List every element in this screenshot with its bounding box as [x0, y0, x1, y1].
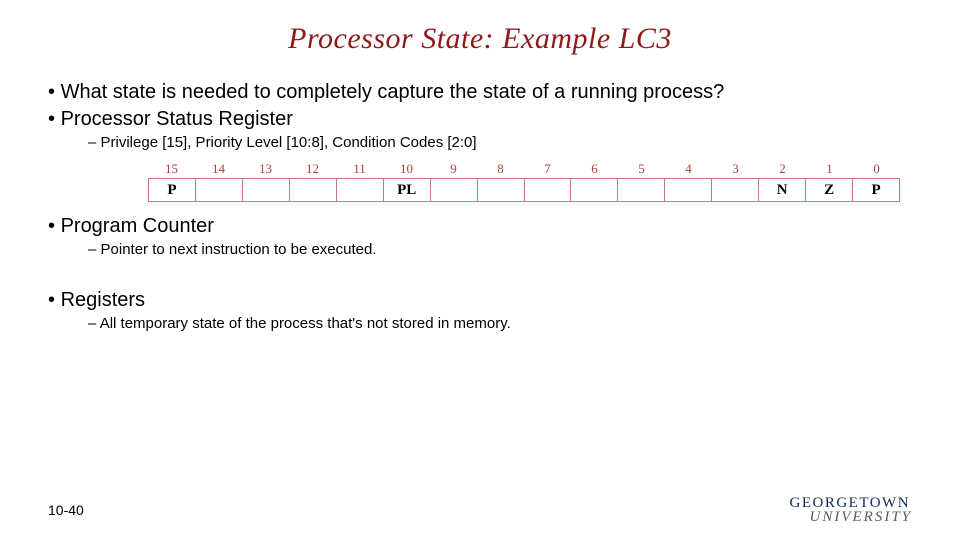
bit-number: 6 [571, 161, 618, 178]
bit-number: 0 [853, 161, 900, 178]
bit-cell: P [149, 179, 196, 201]
bit-cell: PL [384, 179, 431, 201]
bullet-question: What state is needed to completely captu… [64, 80, 912, 105]
bullet-list: What state is needed to completely captu… [48, 80, 912, 334]
bit-cell [431, 179, 478, 201]
bit-number: 11 [336, 161, 383, 178]
bit-cell [525, 179, 572, 201]
university-logo: GEORGETOWN UNIVERSITY [790, 496, 913, 525]
bullet-psr: Processor Status Register [64, 107, 912, 132]
bit-cell [290, 179, 337, 201]
logo-bottom: UNIVERSITY [790, 510, 913, 524]
bit-cell: Z [806, 179, 853, 201]
bit-cell [712, 179, 759, 201]
bit-number: 3 [712, 161, 759, 178]
bit-number: 9 [430, 161, 477, 178]
slide: Processor State: Example LC3 What state … [0, 0, 960, 540]
bit-number: 7 [524, 161, 571, 178]
bit-number: 13 [242, 161, 289, 178]
logo-top: GEORGETOWN [790, 496, 913, 510]
psr-register-diagram: 15 14 13 12 11 10 9 8 7 6 5 4 3 2 1 0 P [148, 161, 900, 202]
bit-number: 1 [806, 161, 853, 178]
bullet-registers: Registers [64, 288, 912, 313]
bit-number: 14 [195, 161, 242, 178]
bit-number: 15 [148, 161, 195, 178]
bit-cell: P [853, 179, 899, 201]
bit-cell [196, 179, 243, 201]
page-number: 10-40 [48, 502, 84, 518]
bit-cell [243, 179, 290, 201]
bit-number: 12 [289, 161, 336, 178]
bit-cell [478, 179, 525, 201]
bit-number: 10 [383, 161, 430, 178]
bit-cell: N [759, 179, 806, 201]
psr-bit-numbers: 15 14 13 12 11 10 9 8 7 6 5 4 3 2 1 0 [148, 161, 900, 178]
bit-cell [337, 179, 384, 201]
bit-number: 2 [759, 161, 806, 178]
bullet-pc: Program Counter [64, 214, 912, 239]
bit-number: 4 [665, 161, 712, 178]
slide-title: Processor State: Example LC3 [48, 22, 912, 56]
psr-bit-cells: P PL N Z P [148, 178, 900, 202]
bullet-pc-detail: Pointer to next instruction to be execut… [104, 241, 912, 260]
bit-cell [571, 179, 618, 201]
bit-number: 8 [477, 161, 524, 178]
bit-number: 5 [618, 161, 665, 178]
bullet-psr-detail: Privilege [15], Priority Level [10:8], C… [104, 134, 912, 153]
bit-cell [618, 179, 665, 201]
bit-cell [665, 179, 712, 201]
bullet-registers-detail: All temporary state of the process that'… [104, 315, 912, 334]
